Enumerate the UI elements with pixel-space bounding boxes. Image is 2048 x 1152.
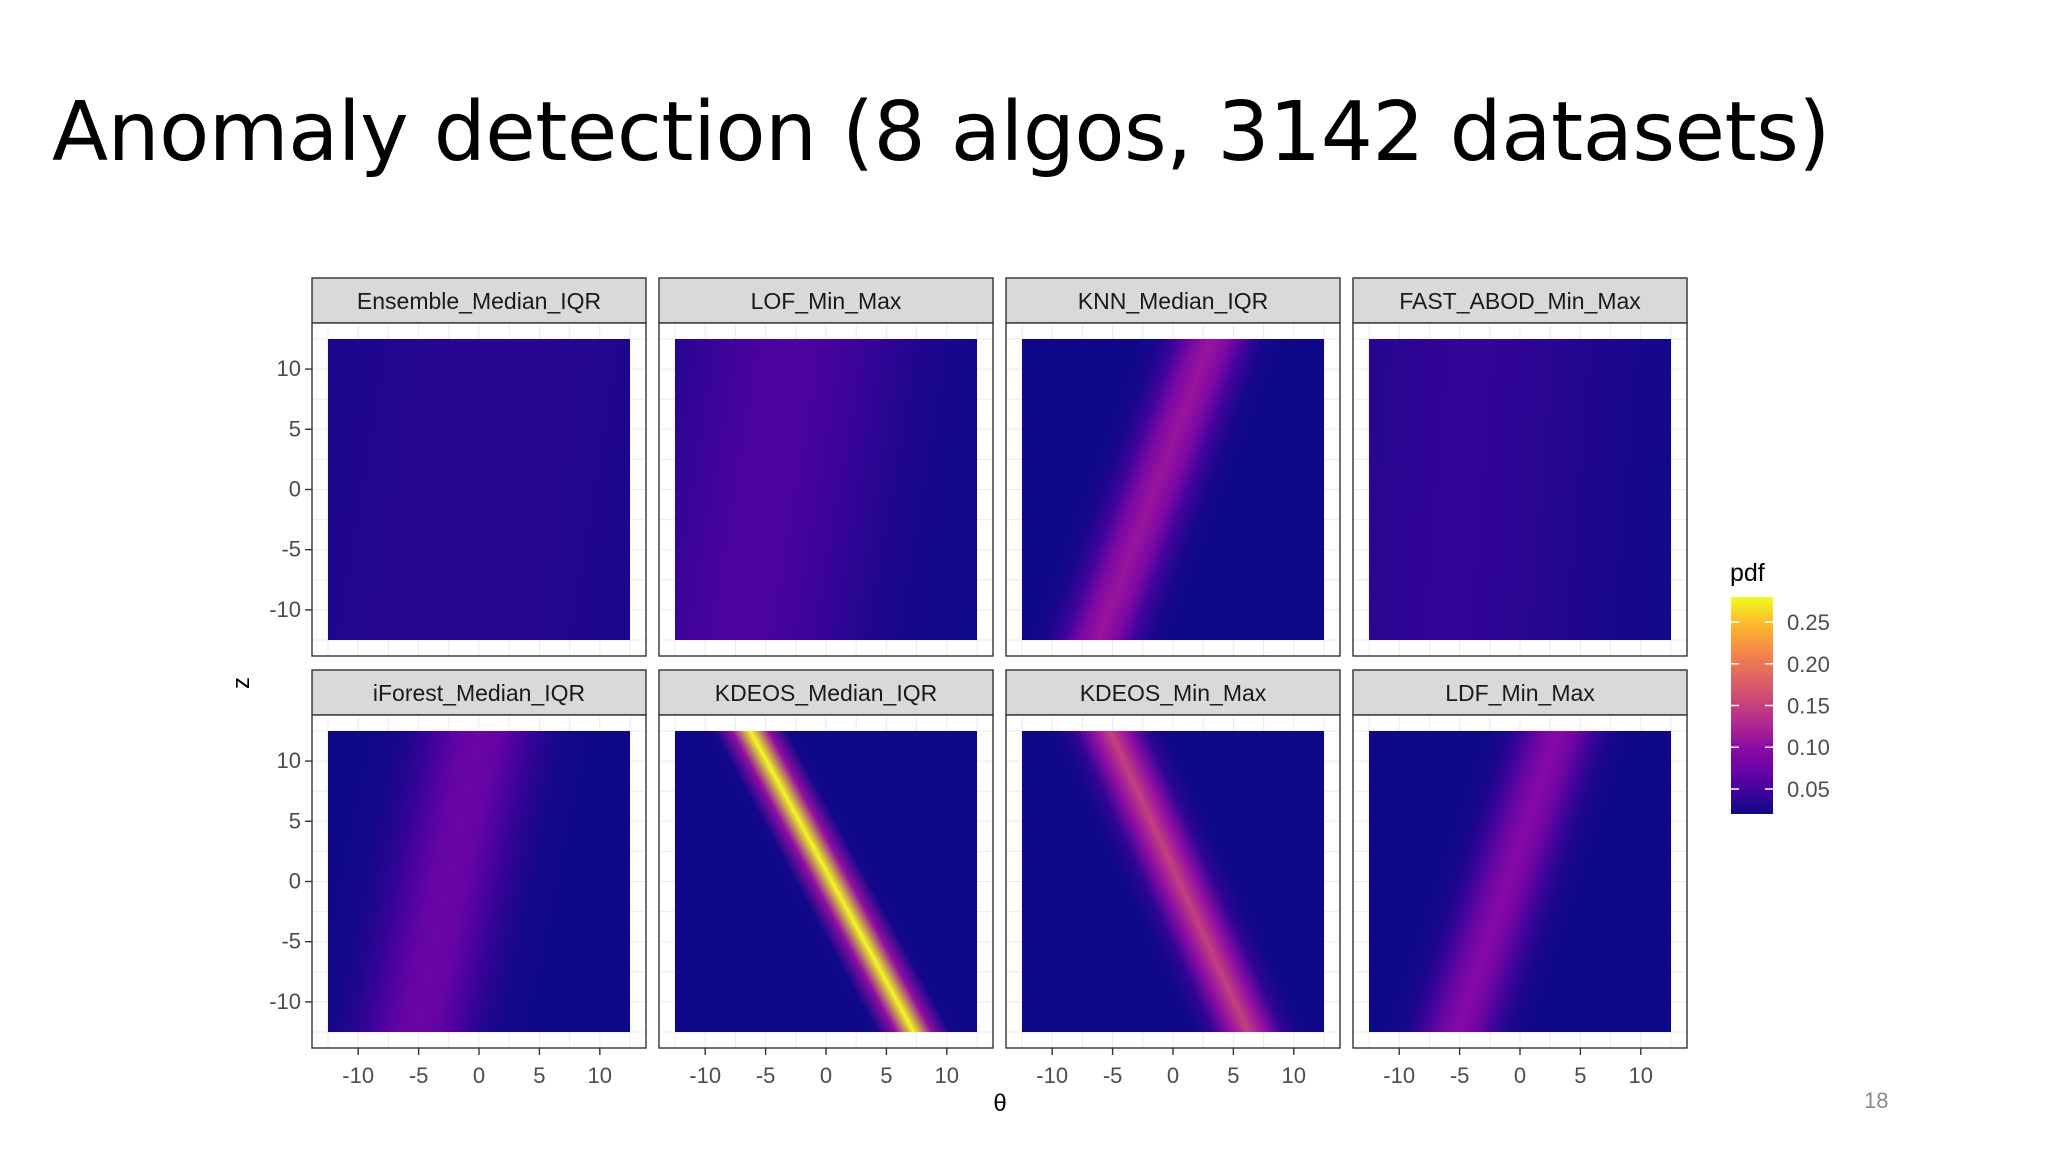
- y-tick-label: 10: [277, 748, 301, 773]
- x-tick-label: 5: [1227, 1063, 1239, 1088]
- density-raster: [1369, 731, 1671, 1032]
- facet-strip-label: iForest_Median_IQR: [373, 680, 585, 706]
- x-tick-label: 5: [533, 1063, 545, 1088]
- facet-strip-label: Ensemble_Median_IQR: [357, 288, 601, 314]
- facet-strip-label: KDEOS_Median_IQR: [715, 680, 937, 706]
- x-tick-label: 10: [935, 1063, 959, 1088]
- legend-tick-label: 0.10: [1787, 735, 1830, 760]
- x-tick-label: 10: [1629, 1063, 1653, 1088]
- axes: -10 -5 0 5 10 -10 -5 0 5 10 -10 -5 0 5 10 -10 -5 0 5 10 -10 -…: [228, 356, 1653, 1117]
- x-tick-label: -5: [1103, 1063, 1123, 1088]
- y-tick-label: -10: [269, 597, 301, 622]
- y-tick-label: 0: [289, 869, 301, 894]
- legend-tick-label: 0.05: [1787, 777, 1830, 802]
- density-raster: [675, 339, 977, 640]
- x-tick-label: 0: [1167, 1063, 1179, 1088]
- y-tick-label: -5: [281, 537, 301, 562]
- x-tick-label: -10: [342, 1063, 374, 1088]
- x-tick-label: 10: [588, 1063, 612, 1088]
- y-tick-label: -5: [281, 929, 301, 954]
- slide-title: Anomaly detection (8 algos, 3142 dataset…: [52, 85, 1830, 180]
- x-tick-label: 10: [1282, 1063, 1306, 1088]
- x-tick-label: -10: [1036, 1063, 1068, 1088]
- facet-panel: iForest_Median_IQR: [311, 669, 647, 1049]
- facet-strip-label: LOF_Min_Max: [751, 288, 902, 314]
- y-tick-label: 0: [289, 477, 301, 502]
- density-raster: [1369, 339, 1671, 640]
- facet-panel: FAST_ABOD_Min_Max: [1352, 277, 1688, 657]
- x-tick-label: -5: [1450, 1063, 1470, 1088]
- legend-tick-label: 0.25: [1787, 610, 1830, 635]
- density-raster: [328, 731, 630, 1032]
- facet-strip: [311, 277, 647, 324]
- legend: pdf 0.25 0.20 0.15 0.10 0.05: [1730, 559, 1830, 814]
- facet-panel: KNN_Median_IQR: [1005, 277, 1341, 657]
- x-tick-label: -10: [1383, 1063, 1415, 1088]
- density-raster: [1022, 339, 1324, 640]
- facet-strip: [1005, 669, 1341, 716]
- legend-tick-label: 0.20: [1787, 652, 1830, 677]
- x-tick-label: 5: [1574, 1063, 1586, 1088]
- x-tick-label: -10: [689, 1063, 721, 1088]
- y-tick-label: 10: [277, 356, 301, 381]
- x-tick-label: 0: [1514, 1063, 1526, 1088]
- facet-strip-label: KDEOS_Min_Max: [1080, 680, 1267, 706]
- x-tick-label: 0: [473, 1063, 485, 1088]
- density-raster: [675, 731, 977, 1032]
- facet-strip: [658, 669, 994, 716]
- facet-strip: [1005, 277, 1341, 324]
- density-raster: [1022, 731, 1324, 1032]
- facet-panel: LDF_Min_Max: [1352, 669, 1688, 1049]
- x-tick-label: 5: [880, 1063, 892, 1088]
- slide-number: 18: [1864, 1088, 1889, 1113]
- y-tick-label: -10: [269, 989, 301, 1014]
- x-axis-title: θ: [993, 1090, 1006, 1117]
- x-tick-label: -5: [756, 1063, 776, 1088]
- facet-panel: KDEOS_Min_Max: [1005, 669, 1341, 1049]
- y-tick-label: 5: [289, 808, 301, 833]
- y-tick-label: 5: [289, 416, 301, 441]
- density-raster: [328, 339, 630, 640]
- facet-strip: [1352, 669, 1688, 716]
- legend-tick-label: 0.15: [1787, 694, 1830, 719]
- facet-strip: [1352, 277, 1688, 324]
- facet-strip-label: FAST_ABOD_Min_Max: [1399, 288, 1641, 314]
- facet-panel: LOF_Min_Max: [658, 277, 994, 657]
- y-axis-title: z: [228, 677, 255, 689]
- facet-panels: Ensemble_Median_IQR LOF_Min_Max KNN_Median…: [311, 277, 1688, 1049]
- legend-title: pdf: [1730, 559, 1765, 587]
- x-tick-label: 0: [820, 1063, 832, 1088]
- facet-strip-label: KNN_Median_IQR: [1078, 288, 1268, 314]
- x-tick-label: -5: [409, 1063, 429, 1088]
- facet-strip-label: LDF_Min_Max: [1445, 680, 1595, 706]
- facet-panel: KDEOS_Median_IQR: [658, 669, 994, 1049]
- facet-panel: Ensemble_Median_IQR: [311, 277, 647, 657]
- facet-strip: [311, 669, 647, 716]
